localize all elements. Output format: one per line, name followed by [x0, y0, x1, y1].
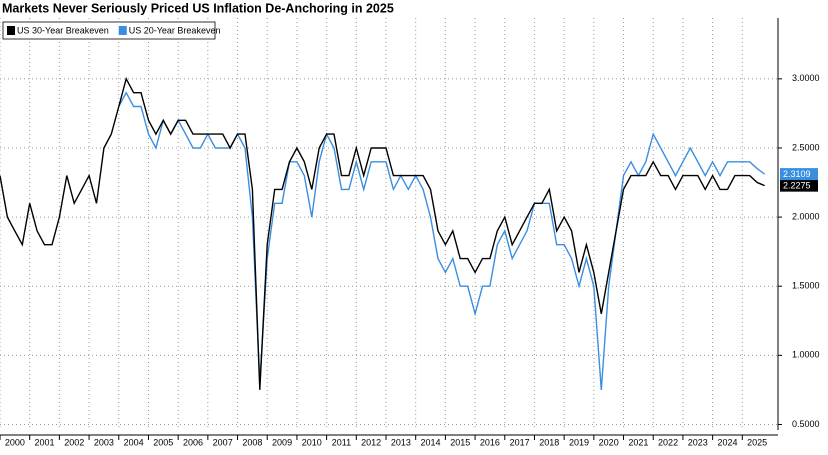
x-tick-label: 2006 [183, 437, 203, 447]
x-tick-label: 2023 [688, 437, 708, 447]
x-tick-label: 2001 [35, 437, 55, 447]
last-value-label: 2.2275 [783, 181, 811, 191]
x-tick-label: 2014 [421, 437, 441, 447]
y-tick-label: 2.5000 [792, 142, 820, 152]
x-tick-label: 2021 [628, 437, 648, 447]
y-tick-label: 2.0000 [792, 211, 820, 221]
x-tick-label: 2013 [391, 437, 411, 447]
x-tick-label: 2024 [717, 437, 737, 447]
legend-swatch [7, 26, 15, 35]
legend-label: US 20-Year Breakeven [129, 25, 221, 35]
x-tick-label: 2005 [153, 437, 173, 447]
x-tick-label: 2007 [213, 437, 233, 447]
chart-title: Markets Never Seriously Priced US Inflat… [2, 1, 394, 15]
legend-label: US 30-Year Breakeven [17, 25, 109, 35]
x-tick-label: 2025 [747, 437, 767, 447]
x-tick-label: 2016 [480, 437, 500, 447]
x-tick-label: 2022 [658, 437, 678, 447]
last-value-flag: 2.3109 [780, 168, 818, 181]
y-tick-label: 3.0000 [792, 73, 820, 83]
x-tick-label: 2020 [599, 437, 619, 447]
x-tick-label: 2004 [124, 437, 144, 447]
y-tick-label: 0.5000 [792, 419, 820, 429]
series-line [0, 76, 765, 390]
x-tick-label: 2003 [94, 437, 114, 447]
x-tick-label: 2015 [450, 437, 470, 447]
x-tick-label: 2017 [510, 437, 530, 447]
x-tick-label: 2002 [64, 437, 84, 447]
last-value-box [780, 179, 818, 192]
x-tick-label: 2009 [272, 437, 292, 447]
x-tick-label: 2010 [302, 437, 322, 447]
legend: US 30-Year Breakeven US 20-Year Breakeven [2, 21, 221, 40]
x-tick-label: 2019 [569, 437, 589, 447]
last-value-flag: 2.2275 [780, 179, 818, 192]
x-tick-label: 2000 [5, 437, 25, 447]
last-value-label: 2.3109 [783, 169, 811, 179]
y-tick-label: 1.5000 [792, 281, 820, 291]
x-tick-label: 2018 [539, 437, 559, 447]
x-tick-label: 2008 [242, 437, 262, 447]
y-tick-label: 1.0000 [792, 350, 820, 360]
series-line [118, 91, 766, 390]
legend-swatch [118, 26, 127, 35]
legend-box [2, 21, 216, 40]
x-tick-label: 2011 [332, 437, 351, 447]
x-tick-label: 2012 [361, 437, 381, 447]
last-value-box [780, 168, 818, 181]
